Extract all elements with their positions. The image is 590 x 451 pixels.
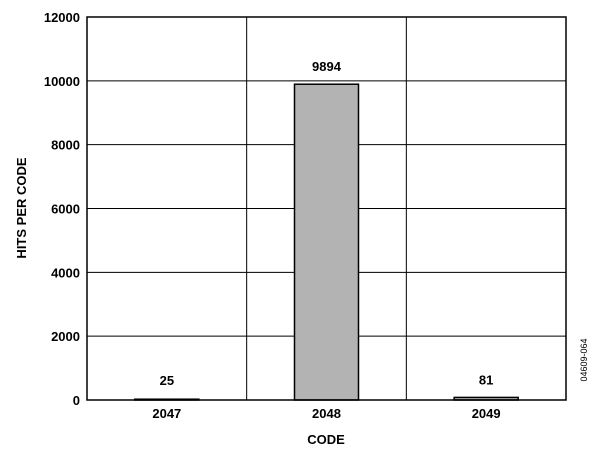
x-axis-title: CODE (307, 432, 345, 447)
figure-id-label: 04609-064 (579, 338, 589, 381)
data-label-2049: 81 (479, 372, 493, 387)
x-tick-label-2049: 2049 (472, 406, 501, 421)
y-tick-labels: 0 2000 4000 6000 8000 10000 12000 (44, 10, 80, 408)
plot-frame (86, 16, 567, 401)
y-tick-label: 8000 (51, 138, 80, 153)
y-tick-label: 2000 (51, 329, 80, 344)
data-label-2047: 25 (160, 373, 174, 388)
data-labels: 25 9894 81 (160, 59, 494, 388)
data-label-2048: 9894 (312, 59, 342, 74)
bars (134, 83, 519, 401)
x-tick-label-2047: 2047 (152, 406, 181, 421)
y-axis-title: HITS PER CODE (14, 157, 29, 258)
x-tick-label-2048: 2048 (312, 406, 341, 421)
x-tick-labels: 2047 2048 2049 (152, 406, 500, 421)
y-tick-label: 6000 (51, 202, 80, 217)
y-tick-label: 4000 (51, 265, 80, 280)
y-tick-label: 10000 (44, 74, 80, 89)
bar-2048 (293, 83, 360, 401)
y-tick-label: 0 (73, 393, 80, 408)
y-tick-label: 12000 (44, 10, 80, 25)
